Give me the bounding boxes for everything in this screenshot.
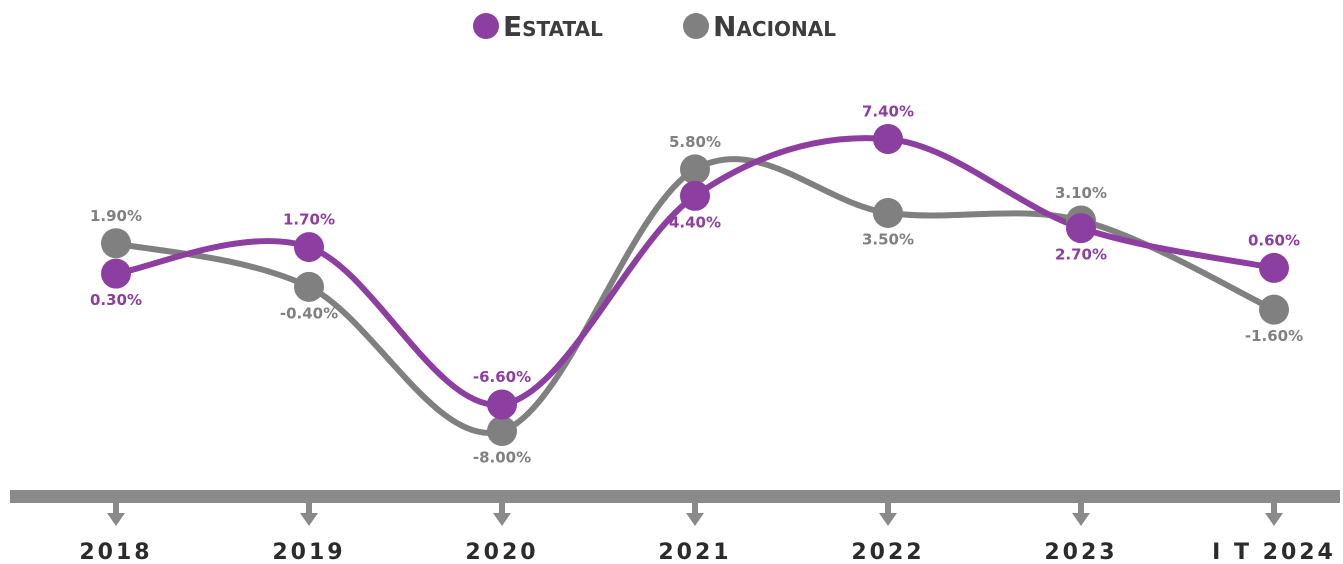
- value-label: 7.40%: [862, 103, 914, 121]
- axis-arrow-stem: [692, 503, 698, 515]
- axis-arrow-head: [1265, 513, 1283, 526]
- point: [873, 124, 903, 154]
- value-label: 2.70%: [1055, 246, 1107, 264]
- axis-arrow-stem: [1271, 503, 1277, 515]
- axis-arrow-head: [1072, 513, 1090, 526]
- point: [1259, 294, 1289, 325]
- point: [1066, 213, 1096, 244]
- x-tick-label: 2019: [272, 540, 345, 564]
- axis-arrow-head: [879, 513, 897, 526]
- point: [487, 389, 517, 420]
- point: [873, 197, 903, 228]
- x-tick-label: 2020: [465, 540, 538, 564]
- axis-arrow-head: [300, 513, 318, 526]
- axis-arrow-stem: [885, 503, 891, 515]
- legend-marker: [683, 13, 709, 39]
- legend-label: Estatal: [503, 10, 603, 43]
- value-label: 3.10%: [1055, 184, 1107, 202]
- point: [487, 416, 517, 446]
- axis-arrow-stem: [499, 503, 505, 515]
- value-label: 1.70%: [283, 211, 335, 229]
- point: [101, 258, 131, 289]
- axis-arrow-stem: [306, 503, 312, 515]
- axis-arrow-head: [686, 513, 704, 526]
- timeline-bar: [10, 490, 1340, 503]
- x-tick-label: 2018: [79, 540, 152, 564]
- value-label: 5.80%: [669, 133, 721, 151]
- x-tick-label: 2021: [658, 540, 731, 564]
- value-label: 3.50%: [862, 230, 914, 248]
- value-label: 0.60%: [1248, 231, 1300, 249]
- value-label: 0.30%: [90, 291, 142, 309]
- value-label: -0.40%: [280, 304, 338, 322]
- axis-arrow-head: [107, 513, 125, 526]
- x-tick-label: 2023: [1044, 540, 1117, 564]
- point: [101, 228, 131, 259]
- point: [294, 271, 324, 302]
- axis-arrow-stem: [1078, 503, 1084, 515]
- value-label: 4.40%: [669, 213, 721, 231]
- value-label: -1.60%: [1245, 327, 1303, 345]
- value-label: 1.90%: [90, 207, 142, 225]
- value-label: -6.60%: [473, 368, 531, 386]
- legend-label: Nacional: [713, 10, 836, 43]
- axis-arrow-stem: [113, 503, 119, 515]
- point: [294, 232, 324, 263]
- x-tick-label: I T 2024: [1212, 540, 1336, 564]
- axis-arrow-head: [493, 513, 511, 526]
- point: [680, 154, 710, 185]
- legend-marker: [473, 13, 499, 39]
- point: [680, 180, 710, 211]
- x-tick-label: 2022: [851, 540, 924, 564]
- point: [1259, 252, 1289, 283]
- value-label: -8.00%: [473, 449, 531, 467]
